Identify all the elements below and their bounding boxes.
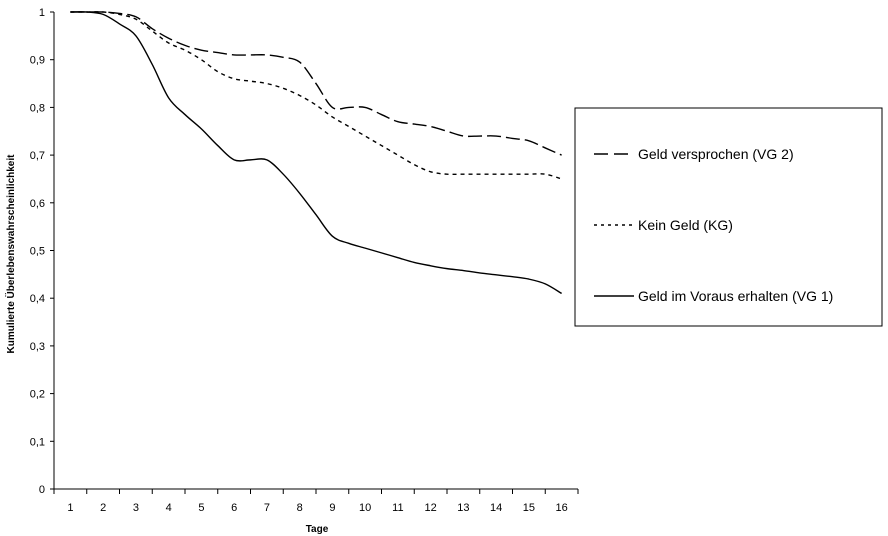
x-tick-label: 11 xyxy=(392,502,403,514)
x-tick-label: 15 xyxy=(523,502,535,514)
y-tick-label: 0,6 xyxy=(30,198,45,210)
y-tick-label: 0,5 xyxy=(30,246,45,258)
x-tick-label: 9 xyxy=(329,502,335,514)
y-tick-label: 0,7 xyxy=(30,150,45,162)
x-tick-label: 12 xyxy=(425,502,437,514)
x-tick-label: 10 xyxy=(359,502,371,514)
x-tick-label: 14 xyxy=(490,502,502,514)
x-tick-label: 16 xyxy=(556,502,568,514)
series-line-3 xyxy=(70,11,562,295)
x-tick-label: 7 xyxy=(264,502,270,514)
y-tick-label: 0 xyxy=(39,484,45,496)
x-tick-label: 8 xyxy=(297,502,303,514)
x-tick-label: 3 xyxy=(133,502,139,514)
x-tick-label: 13 xyxy=(457,502,469,514)
y-tick-label: 0,8 xyxy=(30,102,45,114)
x-axis: 1 2 3 4 5 6 7 8 9 10 11 12 13 14 15 16 xyxy=(53,488,579,514)
x-tick-label: 6 xyxy=(231,502,237,514)
legend-label: Geld im Voraus erhalten (VG 1) xyxy=(638,288,833,304)
y-tick-label: 0,2 xyxy=(30,389,45,401)
legend-label: Geld versprochen (VG 2) xyxy=(638,146,794,162)
x-tick-label: 2 xyxy=(100,502,106,514)
series-line-1 xyxy=(70,11,562,156)
y-axis-title: Kumulierte Überlebenswahrscheinlichkeit xyxy=(4,154,17,354)
x-tick-label: 4 xyxy=(166,502,172,514)
y-tick-label: 1 xyxy=(39,7,45,19)
x-tick-label: 5 xyxy=(198,502,204,514)
x-axis-title: Tage xyxy=(306,524,329,535)
x-tick-label: 1 xyxy=(67,502,73,514)
y-tick-label: 0,9 xyxy=(30,55,45,67)
legend-label: Kein Geld (KG) xyxy=(638,217,733,233)
legend-box xyxy=(574,107,883,327)
series-line-2 xyxy=(70,11,562,180)
y-tick-label: 0,4 xyxy=(30,293,45,305)
y-tick-label: 0,3 xyxy=(30,341,45,353)
legend: Geld versprochen (VG 2) Kein Geld (KG) Gel… xyxy=(574,107,883,327)
series-layer xyxy=(70,11,562,295)
y-tick-label: 0,1 xyxy=(30,436,45,448)
y-axis: 0 0,1 0,2 0,3 0,4 0,5 0,6 0,7 0,8 0,9 1 xyxy=(30,7,55,496)
